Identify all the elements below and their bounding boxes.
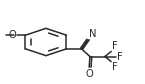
Text: N: N (89, 29, 97, 39)
Text: O: O (9, 30, 17, 40)
Text: O: O (85, 69, 93, 79)
Text: F: F (112, 41, 118, 51)
Text: F: F (117, 51, 122, 61)
Text: F: F (112, 62, 118, 72)
